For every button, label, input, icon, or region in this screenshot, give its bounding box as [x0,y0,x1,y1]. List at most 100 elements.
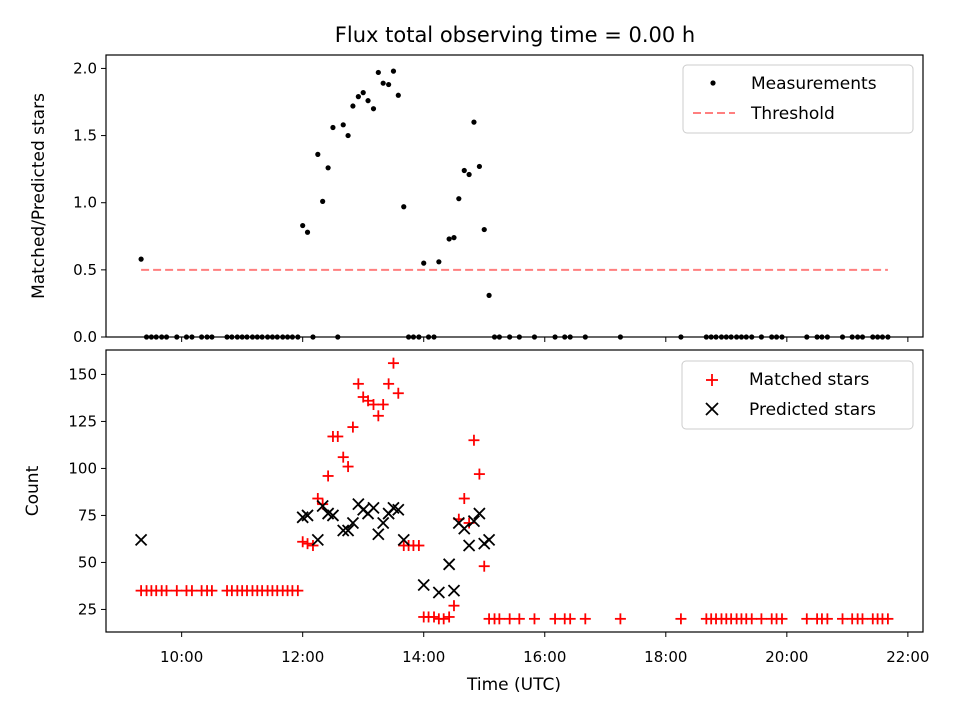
top-y-axis-label: Matched/Predicted stars [29,93,49,299]
predicted-star-point [458,522,471,535]
matched-star-point [746,613,758,625]
x-tick-label: 10:00 [160,648,203,666]
measurement-point [401,204,407,210]
matched-star-point [292,585,304,597]
matched-star-point [882,613,894,625]
top-x-ticks [181,337,909,342]
measurement-point [304,229,311,235]
matched-star-point [372,410,384,422]
measurement-point [390,68,397,74]
predicted-star-point [346,516,360,530]
measurement-point [315,151,321,157]
measurement-point [320,198,326,204]
matched-star-point [342,461,354,473]
matched-star-point [856,613,868,625]
legend-predicted-label: Predicted stars [749,400,876,420]
matched-star-point [675,613,687,625]
predicted-star-point [341,524,355,537]
measurement-point [365,98,371,104]
top-y-tick-label: 1.5 [73,127,97,145]
matched-star-point [387,357,399,369]
bottom-marks [134,357,894,625]
measurement-point [456,196,462,202]
bottom-y-tick-label: 125 [68,412,97,430]
predicted-star-point [447,584,461,597]
predicted-star-point [326,509,340,522]
predicted-star-point [482,533,496,547]
legend-threshold-label: Threshold [750,104,835,124]
measurement-point [395,92,401,98]
legend-matched-label: Matched stars [749,370,869,390]
measurement-point [350,103,356,109]
predicted-star-point [392,503,405,516]
matched-star-point [297,536,309,548]
measurement-point [345,132,351,139]
bottom-y-tick-label: 25 [78,600,97,618]
matched-star-point [755,613,767,625]
top-legend-box [682,64,914,134]
measurement-point [138,256,144,262]
x-axis-label: Time (UTC) [466,675,561,695]
matched-star-point [317,498,329,510]
bottom-y-tick-label: 100 [68,459,97,477]
measurement-point [325,165,331,171]
measurement-point [370,106,377,112]
measurement-point [300,222,306,229]
matched-star-point [837,613,849,625]
bottom-y-ticks: 25 50 75 100 125 150 [68,365,106,618]
matched-star-point [322,470,334,482]
matched-star-point [347,421,359,433]
predicted-star-point [432,586,445,599]
matched-star-point [377,399,389,411]
matched-star-point [458,493,470,505]
measurement-point [486,292,492,298]
top-panel: 0.00.51.01.52.0 Matched/Predicted stars … [29,54,924,346]
matched-star-point [337,451,349,463]
bottom-legend-box [681,360,914,430]
matched-star-point [614,613,626,625]
matched-star-point [528,613,540,625]
bottom-y-axis-label: Count [23,465,43,516]
legend-measurements-label: Measurements [751,74,877,94]
top-y-tick-label: 0.5 [73,261,97,279]
predicted-star-point [467,514,481,528]
measurement-point [355,94,361,100]
top-legend: Measurements Threshold [682,64,914,134]
matched-star-point [478,560,490,572]
measurement-point [360,90,366,96]
measurement-point [436,259,442,265]
bottom-y-tick-label: 150 [68,365,97,383]
top-y-tick-label: 2.0 [73,59,97,77]
measurement-point [471,119,477,125]
legend-matched-marker [706,374,718,386]
bottom-axes-frame [105,349,924,633]
legend-measurements-marker [710,80,716,86]
matched-star-point [513,613,525,625]
matched-star-point [579,613,591,625]
matched-star-point [821,613,833,625]
measurement-point [466,171,472,178]
matched-star-point [206,585,218,597]
bottom-legend: Matched stars Predicted stars [681,360,914,430]
measurement-point [461,167,467,174]
top-axes-frame [105,54,924,338]
predicted-star-point [372,528,385,541]
bottom-panel: 25 50 75 100 125 150 10:00 12:00 14:00 16:00 18:0… [23,349,929,695]
matched-star-point [186,585,198,597]
x-tick-label: 20:00 [765,648,808,666]
x-tick-label: 12:00 [281,648,324,666]
matched-star-point [801,613,813,625]
bottom-x-ticks: 10:00 12:00 14:00 16:00 18:00 20:00 22:00 [160,632,929,666]
matched-star-point [413,540,425,552]
predicted-star-point [316,499,329,513]
matched-star-point [473,468,485,480]
matched-star-point [392,387,404,399]
predicted-star-point [473,507,486,520]
x-tick-label: 14:00 [402,648,445,666]
measurement-point [451,235,457,241]
predicted-star-point [337,524,350,537]
x-tick-label: 16:00 [523,648,566,666]
chart-title: Flux total observing time = 0.00 h [335,23,695,47]
matched-star-point [171,585,183,597]
